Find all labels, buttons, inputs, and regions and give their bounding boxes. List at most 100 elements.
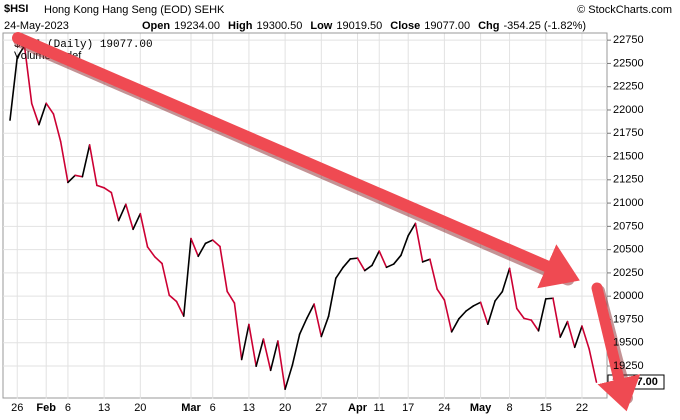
price-segment	[45, 102, 55, 115]
y-tick-label: 22750	[613, 34, 644, 46]
info-label: Open	[142, 20, 170, 32]
info-value: 19234.00	[174, 20, 220, 32]
price-segment	[211, 239, 221, 248]
price-segment	[327, 277, 337, 318]
price-segment	[59, 140, 69, 184]
price-segment	[356, 257, 366, 272]
price-segment	[240, 323, 250, 361]
info-label: Chg	[478, 20, 499, 32]
price-segment	[559, 320, 569, 338]
y-tick-label: 22250	[613, 81, 644, 93]
price-segment	[429, 258, 438, 291]
price-segment	[566, 320, 576, 349]
price-segment	[537, 298, 547, 332]
price-segment	[501, 267, 511, 293]
x-tick-label: 20	[279, 402, 291, 414]
price-segment	[255, 338, 265, 368]
price-segment	[458, 310, 467, 320]
price-segment	[38, 102, 48, 126]
price-segment	[9, 56, 19, 121]
price-segment	[103, 187, 113, 194]
price-segment	[146, 246, 156, 258]
price-segment	[197, 242, 207, 258]
y-tick-label: 22000	[613, 104, 644, 116]
info-label: High	[228, 20, 253, 32]
price-segment	[110, 191, 120, 222]
x-tick-label: 13	[243, 402, 255, 414]
price-segment	[262, 338, 272, 372]
x-tick-label: 26	[11, 402, 23, 414]
price-segment	[472, 301, 482, 307]
price-segment	[277, 340, 286, 390]
price-segment	[530, 319, 540, 332]
price-segment	[573, 325, 583, 349]
price-segment	[88, 144, 98, 187]
annotation-arrows	[12, 32, 641, 412]
info-value: 19019.50	[336, 20, 382, 32]
price-segment	[400, 234, 410, 257]
price-segment	[313, 303, 323, 338]
price-segment	[320, 315, 330, 338]
info-value: -354.25 (-1.82%)	[504, 20, 587, 32]
price-segment	[52, 113, 62, 143]
price-segment	[581, 325, 591, 350]
price-segment	[349, 257, 359, 260]
arrow-drop	[591, 282, 641, 412]
price-segment	[523, 317, 533, 321]
x-tick-label: 13	[98, 402, 110, 414]
y-tick-label: 19250	[613, 360, 644, 372]
price-segment	[371, 250, 381, 267]
x-tick-label: 8	[506, 402, 512, 414]
arrow-down-trend	[12, 32, 580, 289]
symbol: $HSI	[4, 3, 28, 15]
plot-frame	[2, 32, 608, 399]
x-tick-label: 20	[134, 402, 146, 414]
x-tick-label: 11	[374, 402, 385, 414]
date: 24-May-2023	[4, 20, 69, 32]
price-segment	[443, 299, 453, 333]
price-segment	[132, 212, 142, 231]
y-tick-label: 19500	[613, 337, 644, 349]
price-segment	[74, 174, 84, 178]
y-tick-label: 21250	[613, 174, 644, 186]
price-segment	[588, 348, 598, 383]
x-tick-label: 15	[540, 402, 552, 414]
x-tick-label: 22	[576, 402, 588, 414]
price-segment	[515, 307, 525, 320]
price-segment	[269, 340, 279, 372]
price-segment	[298, 317, 308, 336]
price-segment	[219, 245, 228, 293]
price-segment	[342, 258, 352, 269]
price-segment	[23, 45, 33, 105]
x-tick-label: May	[470, 402, 492, 414]
y-tick-label: 21500	[613, 150, 644, 162]
price-segment	[67, 174, 76, 184]
info-value: 19077.00	[424, 20, 470, 32]
price-segment	[450, 318, 460, 333]
price-segment	[190, 237, 200, 258]
y-tick-label: 22500	[613, 57, 644, 69]
price-segment	[552, 297, 562, 338]
x-tick-label: 6	[210, 402, 216, 414]
price-segment	[139, 212, 149, 248]
x-tick-label: 24	[438, 402, 450, 414]
x-tick-label: Apr	[348, 402, 368, 414]
x-tick-label: Feb	[36, 402, 56, 414]
x-tick-label: 27	[315, 402, 327, 414]
y-tick-label: 21000	[613, 197, 644, 209]
price-segment	[385, 263, 395, 269]
price-segment	[291, 333, 301, 366]
y-tick-label: 20250	[613, 267, 644, 279]
subtitle: Hong Kong Hang Seng (EOD) SEHK	[44, 4, 225, 16]
info-label: Low	[310, 20, 332, 32]
price-segment	[125, 203, 134, 231]
price-segment	[204, 239, 214, 245]
price-segment	[487, 300, 496, 326]
price-segment	[363, 264, 373, 272]
price-segment	[168, 294, 178, 303]
price-segment	[392, 254, 402, 265]
price-segment	[284, 364, 294, 390]
info-label: Close	[390, 20, 420, 32]
price-segment	[414, 222, 424, 263]
